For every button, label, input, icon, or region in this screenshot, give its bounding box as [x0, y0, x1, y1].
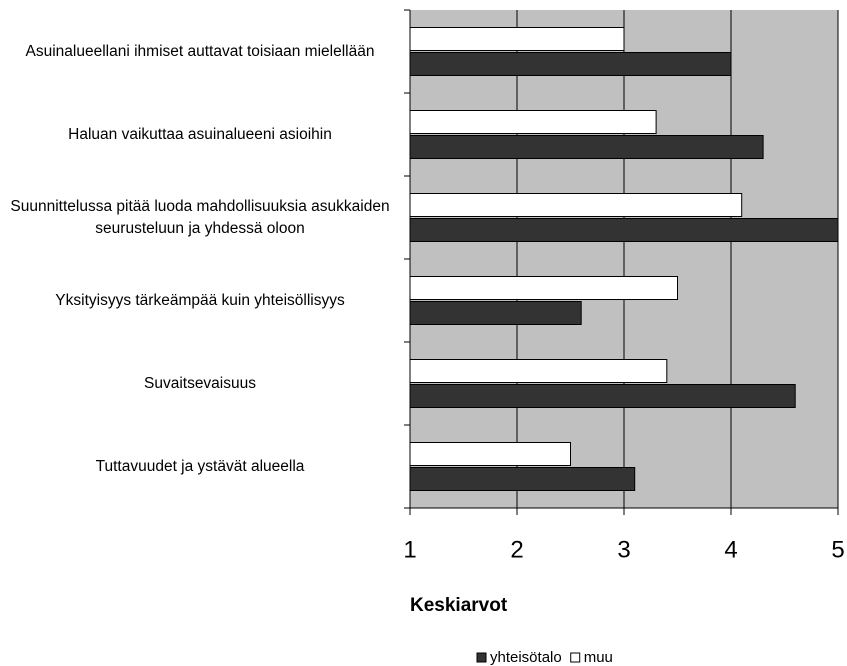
x-tick-label: 5	[831, 536, 844, 563]
x-tick-label: 3	[617, 536, 630, 563]
y-tick-label: Yksityisyys tärkeämpää kuin yhteisöllisy…	[55, 291, 345, 309]
legend-swatch	[476, 652, 487, 663]
x-tick-label: 1	[403, 536, 416, 563]
legend-label: yhteisötalo	[490, 649, 562, 666]
y-tick-label: Asuinalueellani ihmiset auttavat toisiaa…	[25, 42, 375, 60]
y-tick-label: Tuttavuudet ja ystävät alueella	[95, 457, 305, 475]
bar	[409, 276, 678, 300]
bar	[409, 442, 571, 466]
y-tick-label: Suunnittelussa pitää luoda mahdollisuuks…	[10, 197, 390, 237]
legend-label: muu	[584, 649, 613, 666]
x-tick-label: 2	[510, 536, 523, 563]
bar	[409, 193, 743, 217]
legend-swatch	[570, 652, 581, 663]
bar	[409, 218, 839, 242]
x-axis-title: Keskiarvot	[410, 595, 508, 616]
bar	[409, 301, 582, 325]
bar	[409, 467, 636, 491]
bar	[409, 359, 668, 383]
y-tick-label: Haluan vaikuttaa asuinalueeni asioihin	[68, 125, 332, 143]
bar	[409, 384, 796, 408]
y-tick-label: Suvaitsevaisuus	[143, 374, 256, 392]
bar	[409, 27, 625, 51]
bar	[409, 110, 657, 134]
x-tick-label: 4	[724, 536, 737, 563]
bar	[409, 135, 764, 159]
bar	[409, 52, 732, 76]
